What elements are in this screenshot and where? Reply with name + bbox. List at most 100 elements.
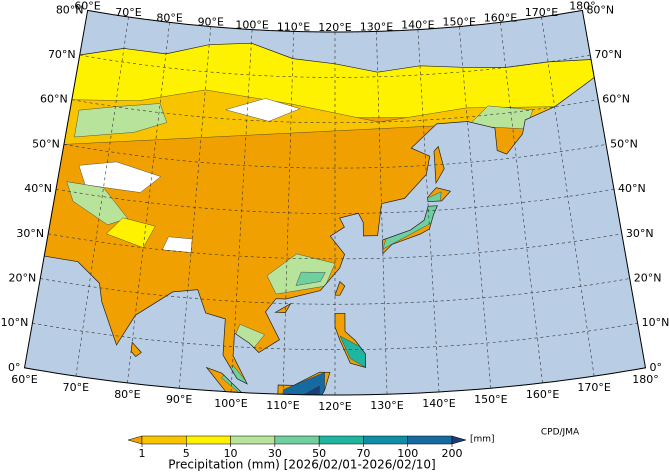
lon-label: 80°E: [114, 388, 140, 401]
lon-label: 90°E: [166, 393, 192, 406]
lat-label: 20°N: [9, 271, 37, 284]
precip-patch: [282, 371, 325, 396]
lon-label: 180°: [632, 373, 659, 386]
colorbar-segment: [186, 435, 231, 445]
lat-label: 40°N: [618, 182, 646, 195]
coastline: [382, 205, 438, 255]
lat-label: 40°N: [24, 182, 52, 195]
parallel: [40, 278, 630, 305]
lat-label: 50°N: [32, 137, 60, 150]
precip-patch: [78, 161, 162, 193]
lon-label: 60°E: [11, 373, 37, 386]
lat-label: 20°N: [634, 271, 662, 284]
lon-label: 100°E: [235, 19, 268, 32]
colorbar-segment: [407, 435, 453, 445]
coastline: [43, 42, 595, 385]
lon-label: 130°E: [360, 20, 393, 33]
colorbar-tick-label: 30: [268, 447, 282, 460]
lat-label: 60°N: [40, 93, 68, 106]
colorbar-tick-label: 10: [224, 447, 238, 460]
parallel: [79, 54, 591, 78]
coastline: [334, 280, 346, 296]
lon-label: 120°E: [318, 400, 351, 413]
lon-label: 160°E: [484, 11, 517, 24]
lon-label: 90°E: [198, 16, 224, 29]
lon-label: 70°E: [115, 6, 141, 19]
coastline: [334, 312, 367, 368]
colorbar-unit: [mm]: [470, 435, 495, 445]
precip-patch: [106, 217, 156, 248]
colorbar-segment: [318, 435, 364, 445]
lat-label: 60°N: [602, 93, 630, 106]
lat-label: 10°N: [1, 316, 29, 329]
colorbar-tick-label: 200: [442, 447, 463, 460]
colorbar-segment: [141, 435, 187, 445]
meridian: [500, 22, 543, 383]
lon-label: 140°E: [401, 19, 434, 32]
lat-label: 30°N: [16, 227, 44, 240]
lon-label: 160°E: [526, 388, 559, 401]
lat-label: 70°N: [594, 48, 622, 61]
lon-label: 110°E: [266, 399, 299, 412]
parallel: [71, 99, 599, 124]
lat-label: 30°N: [626, 227, 654, 240]
lon-label: 170°E: [525, 6, 558, 19]
lat-label: 80°N: [56, 3, 84, 16]
lon-label: 140°E: [422, 397, 455, 410]
colorbar-tick-label: 70: [356, 447, 370, 460]
precip-patch: [74, 103, 168, 138]
parallel: [48, 233, 622, 260]
lat-label: 10°N: [642, 316, 669, 329]
lat-label: 80°N: [586, 3, 614, 16]
meridian: [75, 16, 129, 377]
lat-label: 50°N: [610, 137, 638, 150]
lon-label: 180°: [569, 0, 596, 12]
landmass: [131, 342, 142, 357]
precip-patch: [66, 181, 128, 226]
colorbar-tick-label: 100: [397, 447, 418, 460]
lon-label: 150°E: [442, 16, 475, 29]
coastline: [274, 302, 292, 313]
coastline: [277, 371, 331, 396]
map-title: Precipitation (mm) [2026/02/01-2026/02/1…: [168, 458, 435, 472]
meridian: [541, 16, 595, 377]
credit: CPD/JMA: [541, 428, 580, 438]
lon-label: 70°E: [63, 381, 89, 394]
meridian: [282, 31, 294, 395]
lat-label: 0°: [649, 361, 662, 374]
lon-label: 80°E: [156, 11, 182, 24]
colorbar-tick-label: 1: [139, 447, 146, 460]
colorbar-tick-label: 5: [183, 447, 190, 460]
lon-label: 110°E: [277, 20, 310, 33]
lon-label: 60°E: [74, 0, 100, 12]
lat-label: 70°N: [48, 48, 76, 61]
lon-label: 150°E: [474, 393, 507, 406]
landmass: [206, 367, 262, 396]
precip-patch: [63, 89, 595, 145]
coastline: [433, 145, 445, 185]
lon-label: 130°E: [370, 399, 403, 412]
colorbar-tick-label: 50: [312, 447, 326, 460]
axis-labels: 80°N 70°N 60°N 50°N 40°N 30°N 20°N 10°N 0° 80°N 70…: [1, 0, 669, 413]
colorbar-segment: [363, 435, 408, 445]
parallel: [32, 322, 638, 350]
colorbar: 1 5 10 30 50 70 100 200: [127, 435, 467, 460]
colorbar-segment: [230, 435, 276, 445]
landmass: [434, 146, 445, 183]
parallel: [63, 144, 607, 169]
lon-label: 100°E: [214, 397, 247, 410]
lat-label: 0°: [8, 361, 21, 374]
lon-label: 120°E: [318, 21, 351, 34]
lon-label: 170°E: [577, 381, 610, 394]
landmass: [335, 281, 345, 296]
meridian: [376, 31, 388, 395]
meridian: [127, 22, 170, 383]
colorbar-segment: [274, 435, 320, 445]
precip-patch: [295, 271, 326, 286]
map-frame: [23, 9, 647, 396]
colorbar-extend-high: [451, 435, 467, 445]
colorbar-extend-low: [127, 435, 143, 445]
precip-patch: [224, 98, 301, 122]
coastline: [130, 341, 142, 357]
